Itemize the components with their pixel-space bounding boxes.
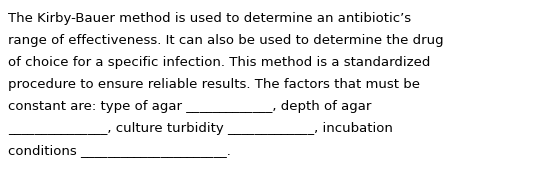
Text: conditions ______________________.: conditions ______________________.	[8, 144, 231, 157]
Text: The Kirby-Bauer method is used to determine an antibiotic’s: The Kirby-Bauer method is used to determ…	[8, 12, 411, 25]
Text: of choice for a specific infection. This method is a standardized: of choice for a specific infection. This…	[8, 56, 430, 69]
Text: constant are: type of agar _____________, depth of agar: constant are: type of agar _____________…	[8, 100, 372, 113]
Text: range of effectiveness. It can also be used to determine the drug: range of effectiveness. It can also be u…	[8, 34, 444, 47]
Text: _______________, culture turbidity _____________, incubation: _______________, culture turbidity _____…	[8, 122, 393, 135]
Text: procedure to ensure reliable results. The factors that must be: procedure to ensure reliable results. Th…	[8, 78, 420, 91]
